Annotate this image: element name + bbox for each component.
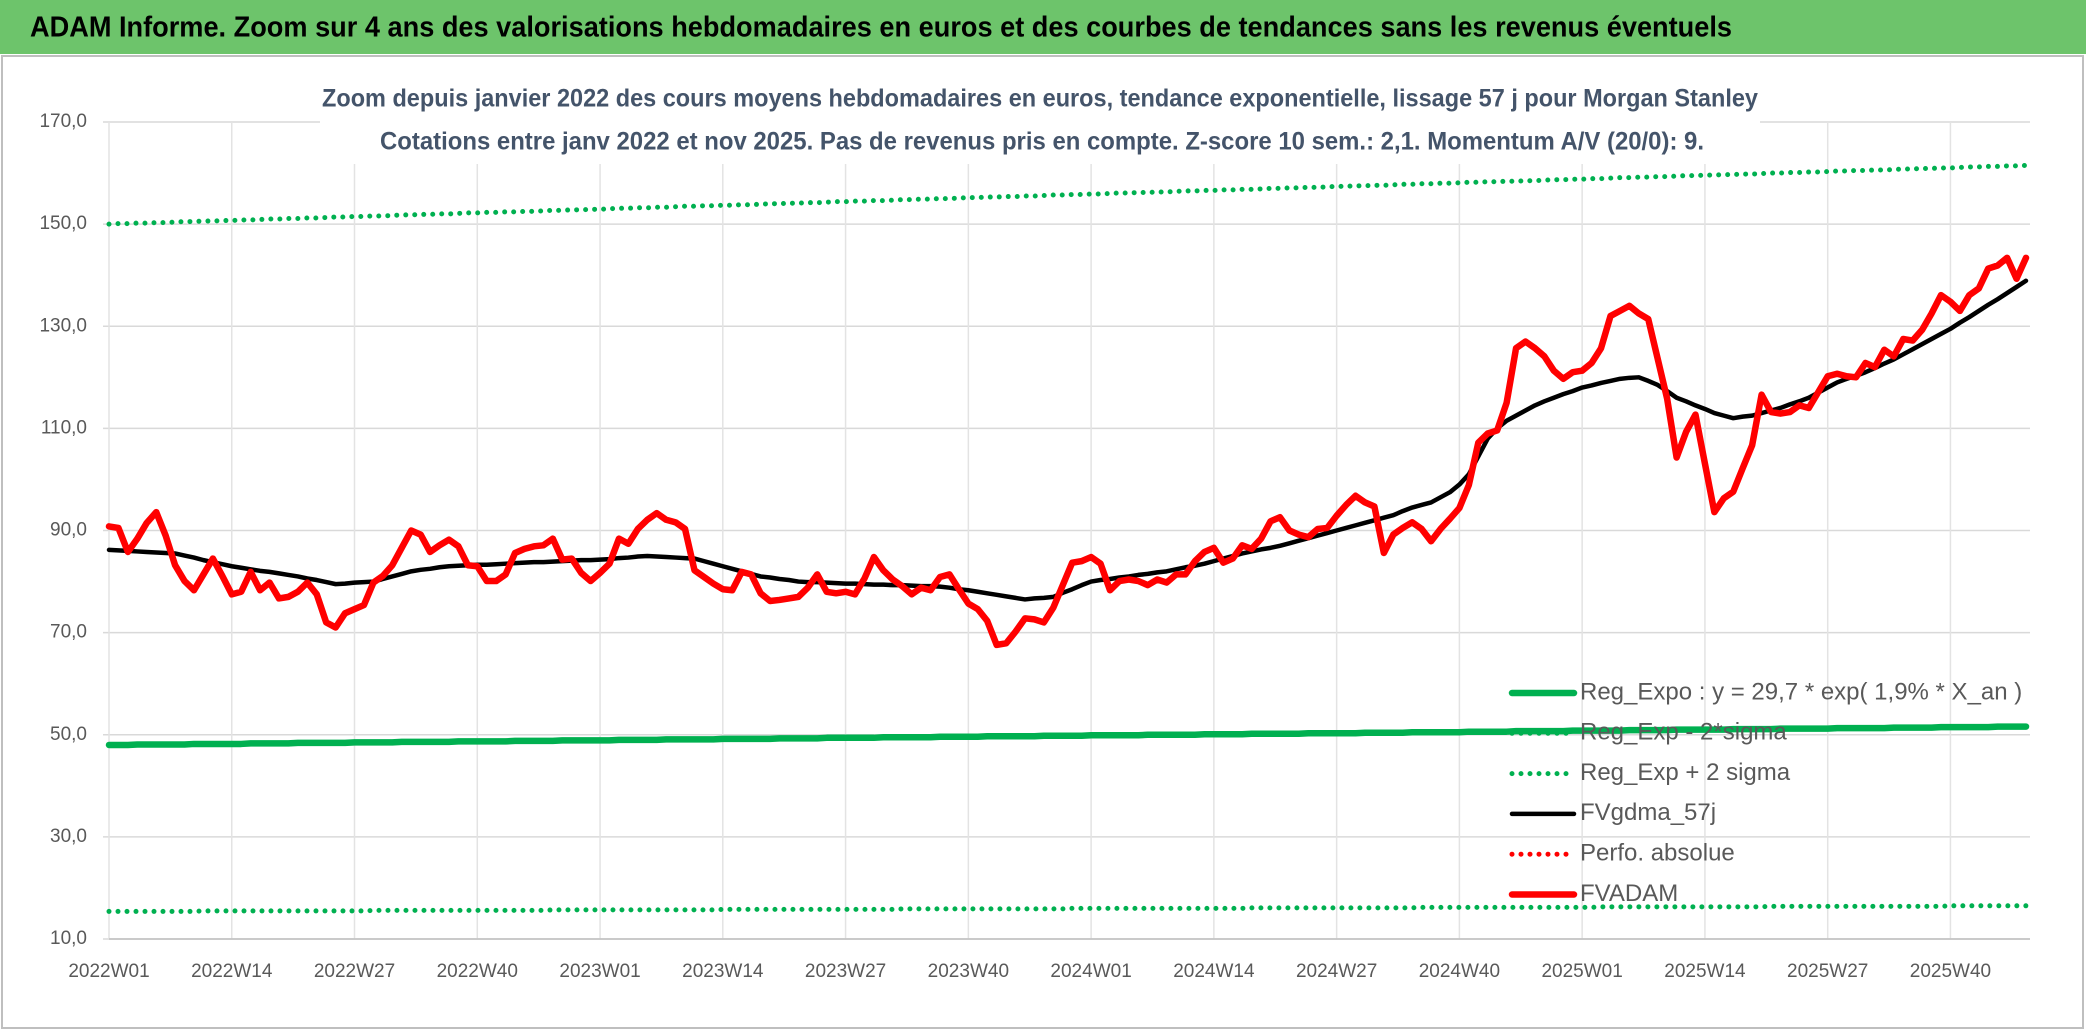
x-tick-label: 2025W40 — [1910, 961, 1991, 982]
chart-title: Zoom depuis janvier 2022 des cours moyen… — [322, 85, 1758, 113]
y-tick-label: 150,0 — [39, 213, 87, 234]
y-tick-label: 30,0 — [50, 826, 87, 847]
x-tick-label: 2022W01 — [68, 961, 149, 982]
series-line — [105, 723, 2030, 749]
y-tick-label: 90,0 — [50, 520, 87, 541]
x-tick-label: 2024W14 — [1173, 961, 1255, 982]
legend-label: FVgdma_57j — [1580, 799, 1716, 826]
x-tick-label: 2024W27 — [1296, 961, 1377, 982]
y-tick-label: 130,0 — [39, 315, 87, 336]
series-line — [106, 278, 2029, 602]
x-tick-label: 2024W01 — [1050, 961, 1131, 982]
legend-label: Reg_Expo : y = 29,7 * exp( 1,9% * X_an ) — [1580, 678, 2022, 705]
legend-label: Perfo. absolue — [1580, 840, 1735, 867]
legend-label: Reg_Exp - 2*sigma — [1580, 719, 1787, 746]
legend: Reg_Expo : y = 29,7 * exp( 1,9% * X_an )… — [1508, 678, 2022, 907]
x-tick-label: 2022W27 — [314, 961, 395, 982]
legend-label: FVADAM — [1580, 880, 1678, 907]
y-tick-label: 170,0 — [39, 111, 87, 132]
x-tick-label: 2023W14 — [682, 961, 764, 982]
x-tick-label: 2025W27 — [1787, 961, 1868, 982]
chart-subtitle: Cotations entre janv 2022 et nov 2025. P… — [380, 128, 1704, 156]
x-tick-label: 2023W01 — [559, 961, 640, 982]
y-tick-label: 50,0 — [50, 724, 87, 745]
x-tick-label: 2022W40 — [437, 961, 518, 982]
x-tick-label: 2023W40 — [928, 961, 1009, 982]
x-tick-label: 2025W01 — [1541, 961, 1622, 982]
x-tick-label: 2024W40 — [1419, 961, 1500, 982]
x-tick-label: 2023W27 — [805, 961, 886, 982]
plot-area: 10,0 30,0 50,0 70,0 90,0 110,0 130,0 150,0 170,0… — [39, 111, 2030, 982]
x-tick-label: 2025W14 — [1664, 961, 1746, 982]
y-tick-label: 70,0 — [50, 622, 87, 643]
y-tick-label: 10,0 — [50, 928, 87, 949]
header-title: ADAM Informe. Zoom sur 4 ans des valoris… — [30, 12, 1732, 44]
chart-frame — [1, 55, 2084, 1029]
legend-label: Reg_Exp + 2 sigma — [1580, 759, 1791, 786]
series-line — [105, 254, 2030, 649]
x-tick-label: 2022W14 — [191, 961, 273, 982]
title-backdrop — [320, 80, 1760, 164]
header-band — [0, 0, 2086, 54]
y-tick-label: 110,0 — [41, 417, 87, 438]
